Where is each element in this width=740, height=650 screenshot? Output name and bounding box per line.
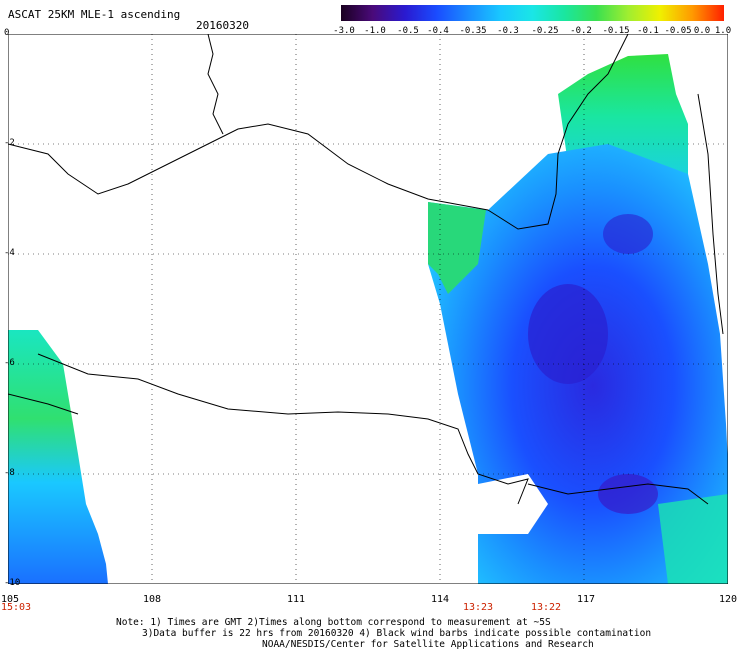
colorbar-label: 0.0 xyxy=(693,26,711,36)
y-tick-label: -10 xyxy=(4,578,21,588)
x-tick-label: 108 xyxy=(142,594,162,605)
y-tick-label: -4 xyxy=(4,248,15,258)
note-line-3: NOAA/NESDIS/Center for Satellite Applica… xyxy=(262,639,594,650)
colorbar-label: -0.3 xyxy=(497,26,519,36)
graticule xyxy=(8,34,728,584)
colorbar-label: -0.2 xyxy=(570,26,592,36)
wind-map xyxy=(8,34,728,584)
coastlines xyxy=(8,34,724,505)
colorbar-label: -1.0 xyxy=(364,26,386,36)
x-tick-label: 105 xyxy=(0,594,20,605)
y-tick-label: 0 xyxy=(4,28,10,38)
map-date: 20160320 xyxy=(196,19,249,32)
x-tick-label: 114 xyxy=(430,594,450,605)
y-tick-label: -6 xyxy=(4,358,15,368)
pass-time-label: 15:03 xyxy=(0,602,32,613)
swath-west xyxy=(8,330,108,584)
colorbar-labels: -3.0 -1.0 -0.5 -0.4 -0.35 -0.3 -0.25 -0.… xyxy=(330,26,732,38)
note-line-2: 3)Data buffer is 22 hrs from 20160320 4)… xyxy=(142,628,652,639)
colorbar-label: -0.1 xyxy=(637,26,659,36)
pass-time-label: 13:22 xyxy=(530,602,562,613)
colorbar-label: -0.5 xyxy=(397,26,419,36)
map-title: ASCAT 25KM MLE-1 ascending xyxy=(8,8,181,21)
x-tick-label: 120 xyxy=(718,594,738,605)
colorbar-label: -0.05 xyxy=(664,26,692,36)
colorbar-label: -0.4 xyxy=(427,26,449,36)
note-line-1: Note: 1) Times are GMT 2)Times along bot… xyxy=(116,617,551,628)
pass-time-label: 13:23 xyxy=(462,602,494,613)
colorbar-label: -0.35 xyxy=(459,26,487,36)
x-tick-label: 117 xyxy=(576,594,596,605)
colorbar-label: 1.0 xyxy=(714,26,732,36)
colorbar-label: -0.15 xyxy=(602,26,630,36)
y-tick-label: -8 xyxy=(4,468,15,478)
y-tick-label: -2 xyxy=(4,138,15,148)
x-tick-label: 111 xyxy=(286,594,306,605)
colorbar xyxy=(341,5,724,21)
colorbar-label: -0.25 xyxy=(531,26,559,36)
colorbar-label: -3.0 xyxy=(333,26,355,36)
